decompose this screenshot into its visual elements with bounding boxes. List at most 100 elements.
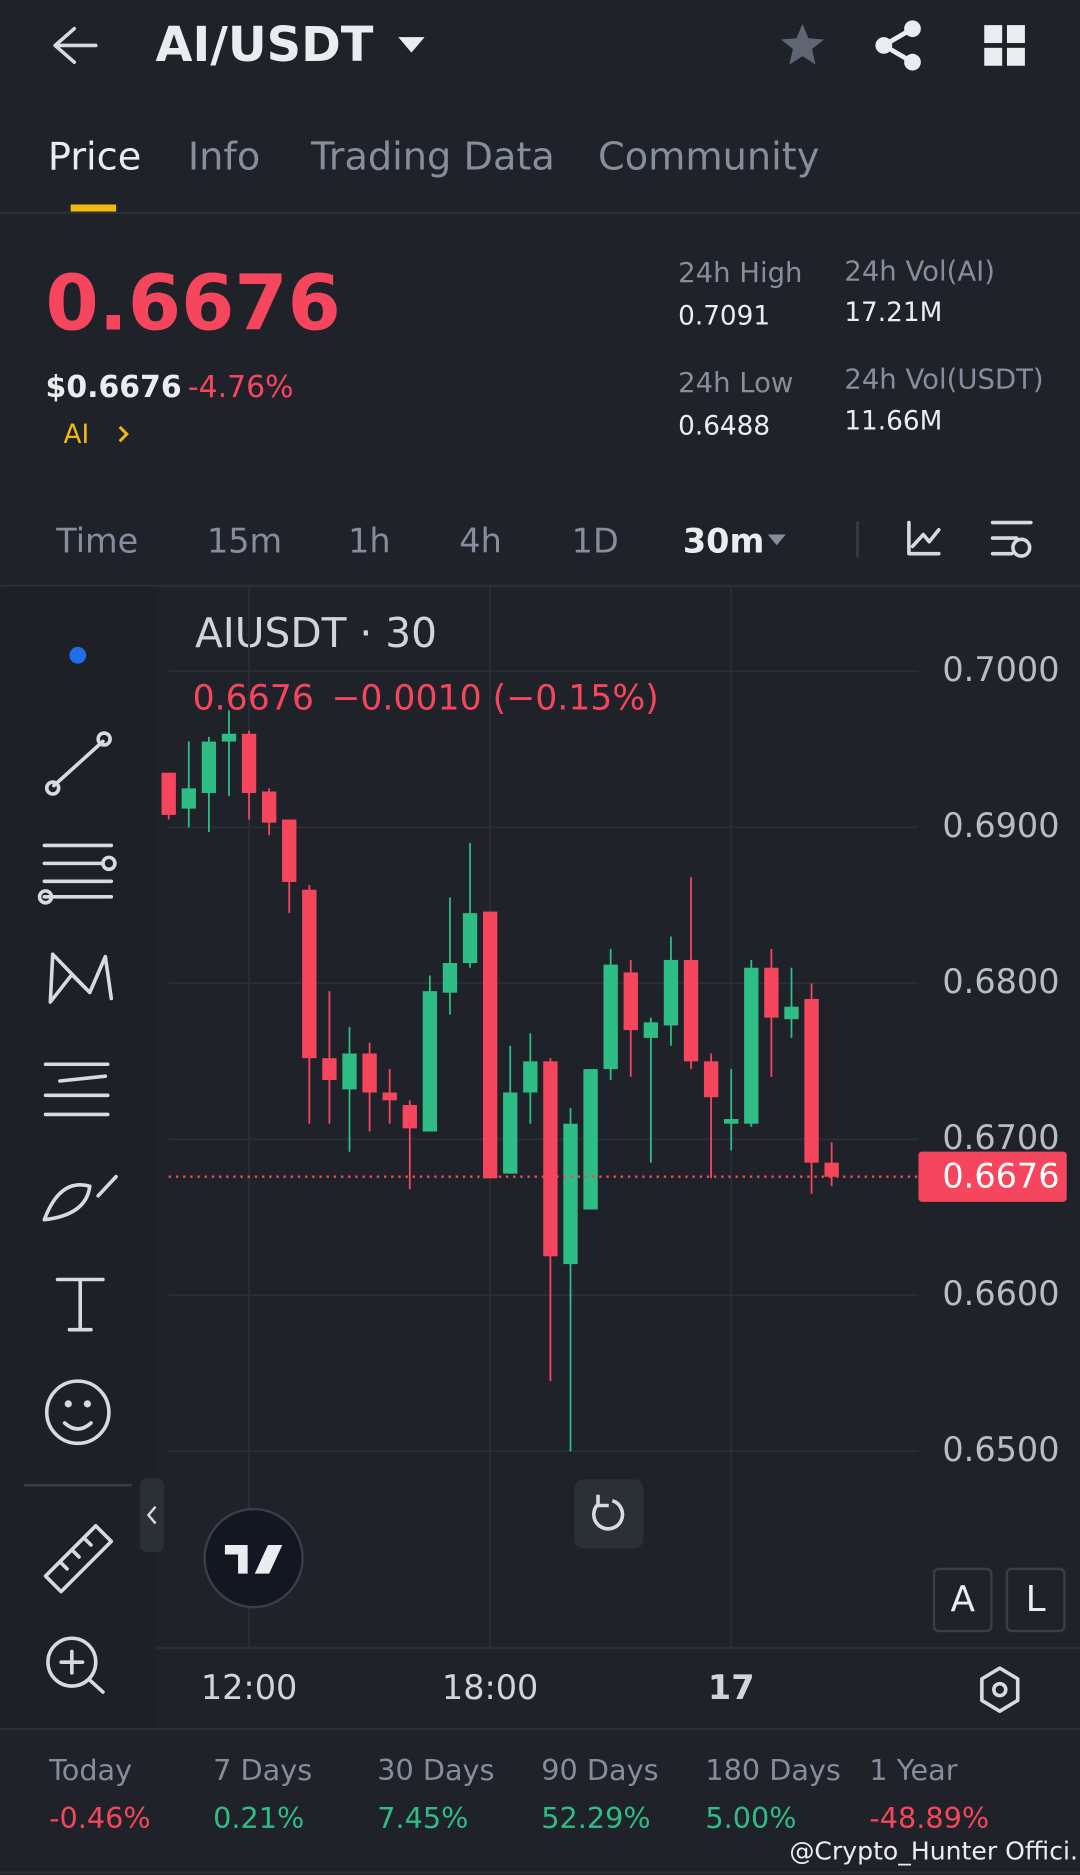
performance-label: 1 Year	[869, 1753, 957, 1787]
candle-body	[804, 998, 819, 1163]
performance: Today -0.46% 7 Days 0.21% 30 Days 7.45% 90 Day…	[48, 1753, 989, 1835]
candle-body	[603, 964, 618, 1070]
legend-change: −0.0010 (−0.15%)	[331, 679, 658, 719]
interval[interactable]: 4h	[459, 521, 502, 560]
interval[interactable]: Time	[55, 521, 138, 560]
candle-body	[543, 1061, 558, 1257]
interval[interactable]: 1h	[348, 521, 391, 560]
pair-title[interactable]: AI/USDT	[156, 18, 374, 73]
indicator-button[interactable]	[907, 520, 941, 556]
x-tick-label: 18:00	[442, 1668, 538, 1707]
favorite-button[interactable]	[780, 23, 825, 65]
chevron	[118, 425, 129, 443]
tab[interactable]: Community	[598, 135, 819, 180]
tab-indicator	[70, 204, 117, 212]
candle-body	[181, 788, 196, 809]
candle-body	[342, 1053, 357, 1090]
performance-value: 7.45%	[377, 1801, 468, 1835]
share-button[interactable]	[875, 20, 921, 71]
candle-body	[362, 1053, 377, 1093]
candle-body	[643, 1022, 659, 1038]
candle-body	[784, 1006, 799, 1020]
y-tick-label: 0.6800	[942, 962, 1059, 1001]
collapse-toolbar[interactable]	[140, 1477, 164, 1553]
interval[interactable]: 15m	[207, 521, 282, 560]
last-price-tag	[918, 1151, 1067, 1202]
candle-body	[302, 889, 317, 1059]
candle-body	[703, 1061, 719, 1098]
toolbar-icons[interactable]	[37, 731, 118, 1694]
performance-label: 30 Days	[377, 1753, 494, 1787]
performance-value: 0.21%	[213, 1801, 304, 1835]
toolbar	[0, 587, 157, 1730]
tab[interactable]: Price	[48, 135, 141, 180]
performance-label: Today	[48, 1753, 132, 1787]
candle-body	[482, 911, 498, 1179]
tab[interactable]: Trading Data	[310, 135, 555, 180]
grid-button[interactable]	[984, 25, 1025, 66]
reset-icon	[592, 1494, 625, 1531]
usd-price: $0.6676	[46, 370, 182, 405]
performance-value: 52.29%	[541, 1801, 650, 1835]
stat-label: 24h Vol(AI)	[844, 256, 995, 288]
settings-icon	[1011, 537, 1032, 558]
candle-body	[663, 959, 679, 1026]
tab[interactable]: Info	[188, 135, 260, 180]
candle-body	[402, 1104, 417, 1129]
button-label: A	[950, 1579, 975, 1620]
stat-value: 0.6488	[678, 411, 770, 441]
auto-scale-button[interactable]	[932, 1567, 993, 1633]
chart-title: AIUSDT · 30	[195, 609, 437, 657]
chart-settings[interactable]	[980, 1666, 1020, 1713]
candle-body	[583, 1069, 598, 1210]
last-price-label: 0.6676	[942, 1156, 1059, 1195]
candle-body	[724, 1119, 739, 1124]
log-scale-button[interactable]	[1005, 1567, 1066, 1633]
stat-value: 17.21M	[844, 298, 942, 328]
candle-body	[422, 991, 438, 1132]
candle-body	[261, 791, 277, 823]
pair-dropdown[interactable]	[398, 37, 425, 53]
logo-mark	[224, 1544, 283, 1574]
performance-label: 90 Days	[541, 1753, 658, 1787]
candle-body	[442, 963, 458, 993]
y-tick-label: 0.6600	[942, 1274, 1059, 1313]
watermark: @Crypto_Hunter Offici...	[789, 1836, 1080, 1865]
candle-body	[744, 967, 759, 1124]
candle-body	[161, 772, 176, 815]
stat-label: 24h High	[678, 257, 802, 289]
button-label: L	[1026, 1579, 1046, 1620]
performance-label: 180 Days	[705, 1753, 840, 1787]
stat-value: 0.7091	[678, 301, 770, 331]
interval[interactable]: 1D	[572, 521, 619, 560]
stat-label: 24h Vol(USDT)	[844, 363, 1043, 395]
candle-body	[764, 967, 779, 1018]
interval-selected[interactable]: 30m	[683, 521, 764, 560]
candle-body	[382, 1092, 397, 1101]
tradingview-logo[interactable]	[203, 1507, 304, 1609]
y-tick-label: 0.7000	[942, 650, 1059, 689]
back-button[interactable]	[53, 26, 98, 64]
chart-settings-icon	[992, 1681, 1008, 1698]
y-tick-label: 0.6900	[942, 806, 1059, 845]
chevron	[146, 1505, 157, 1525]
settings-button[interactable]	[990, 520, 1033, 556]
interval-dropdown[interactable]	[767, 534, 786, 546]
cursor-dot[interactable]	[69, 646, 87, 664]
candle-body	[221, 733, 237, 742]
performance-value: 5.00%	[705, 1801, 796, 1835]
candle-body	[322, 1058, 337, 1081]
candle-body	[523, 1061, 538, 1093]
candle-body	[683, 959, 699, 1062]
candle-body	[623, 972, 638, 1031]
x-tick-label: 12:00	[201, 1668, 297, 1707]
last-price: 0.6676	[46, 259, 341, 348]
candle-body	[503, 1092, 518, 1174]
reset-button[interactable]	[574, 1479, 644, 1549]
price-change: -4.76%	[188, 370, 294, 405]
base-asset-link[interactable]: AI	[63, 420, 89, 450]
x-tick-label: 17	[708, 1668, 755, 1707]
performance-value: -0.46%	[49, 1801, 151, 1835]
